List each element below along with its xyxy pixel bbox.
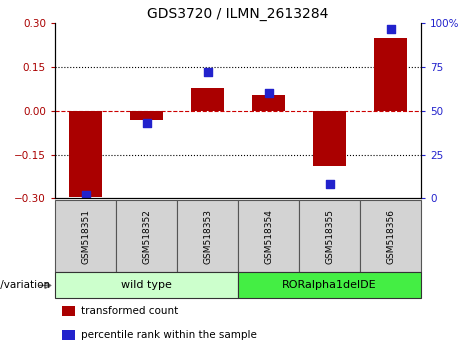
Point: [82, 192, 89, 198]
Text: genotype/variation: genotype/variation: [0, 280, 50, 291]
Bar: [374, 38, 407, 111]
Text: wild type: wild type: [121, 280, 172, 291]
Bar: [130, 111, 163, 120]
Point: [265, 91, 272, 96]
Point: [143, 120, 150, 126]
Bar: [55, 273, 238, 298]
Point: [204, 70, 211, 75]
Bar: [299, 200, 360, 273]
Text: GSM518353: GSM518353: [203, 209, 212, 264]
Text: GSM518351: GSM518351: [81, 209, 90, 264]
Bar: [62, 307, 75, 316]
Bar: [177, 200, 238, 273]
Bar: [238, 273, 421, 298]
Bar: [191, 88, 224, 111]
Text: GSM518352: GSM518352: [142, 209, 151, 264]
Bar: [62, 331, 75, 341]
Bar: [69, 111, 102, 197]
Bar: [360, 200, 421, 273]
Bar: [313, 111, 346, 166]
Title: GDS3720 / ILMN_2613284: GDS3720 / ILMN_2613284: [148, 7, 329, 21]
Point: [387, 26, 394, 32]
Bar: [116, 200, 177, 273]
Text: GSM518356: GSM518356: [386, 209, 395, 264]
Bar: [238, 200, 299, 273]
Text: transformed count: transformed count: [81, 307, 178, 316]
Bar: [252, 95, 285, 111]
Text: RORalpha1delDE: RORalpha1delDE: [282, 280, 377, 291]
Text: GSM518354: GSM518354: [264, 209, 273, 264]
Text: GSM518355: GSM518355: [325, 209, 334, 264]
Text: percentile rank within the sample: percentile rank within the sample: [81, 331, 256, 341]
Bar: [55, 200, 116, 273]
Point: [326, 182, 333, 187]
